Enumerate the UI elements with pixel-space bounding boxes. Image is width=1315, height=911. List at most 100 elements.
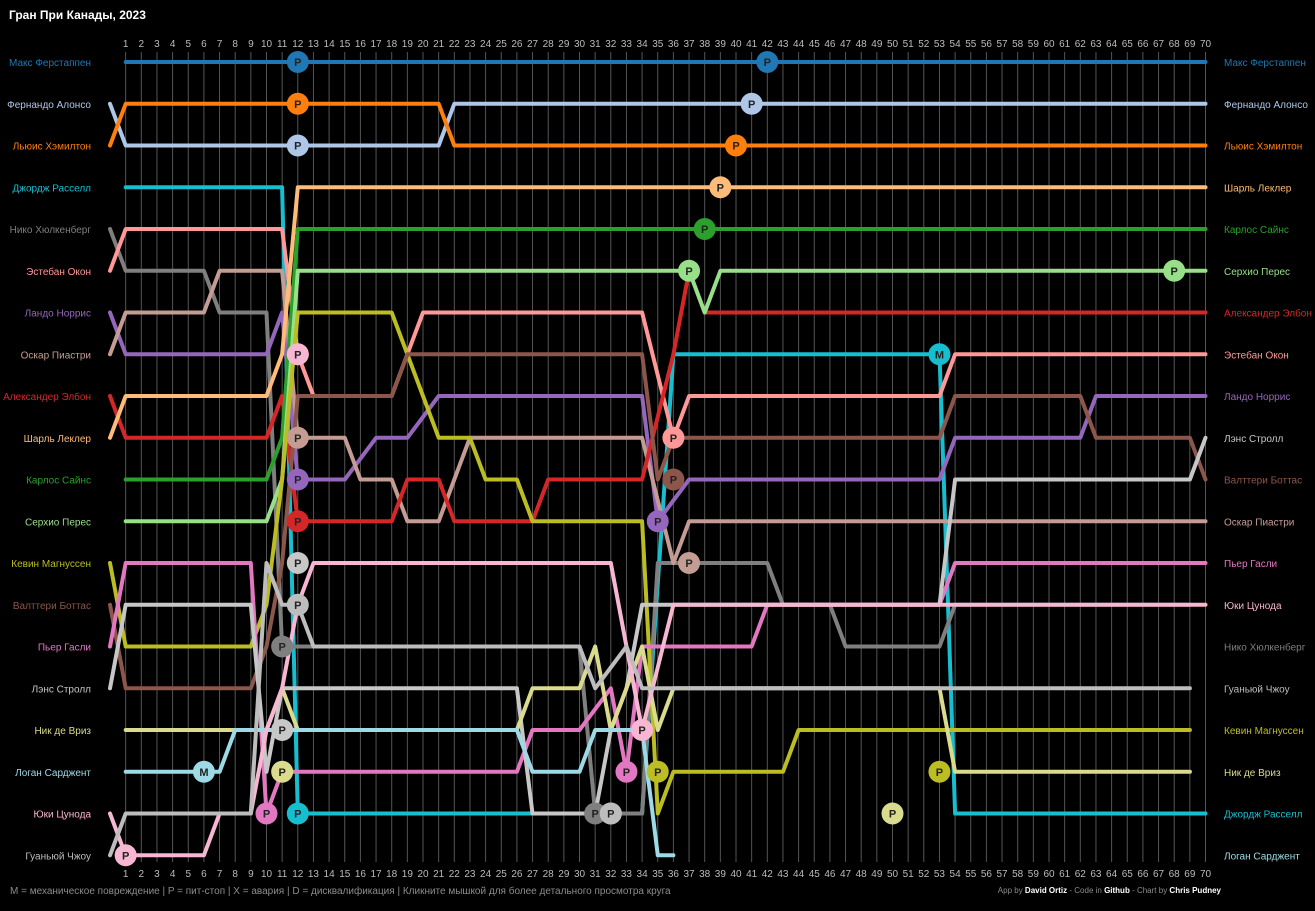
pit-marker-circle bbox=[599, 802, 622, 825]
lap-tick-label-top: 55 bbox=[965, 39, 977, 50]
lap-tick-label-bottom: 54 bbox=[950, 869, 962, 880]
lap-axis-labels: 1122334455667788991010111112121313141415… bbox=[123, 39, 1212, 880]
pit-marker-label: M bbox=[199, 767, 208, 779]
lap-tick-label-top: 57 bbox=[996, 39, 1008, 50]
lap-tick-label-top: 3 bbox=[154, 39, 160, 50]
lap-tick-label-bottom: 13 bbox=[308, 869, 320, 880]
pit-stop-marker[interactable]: P bbox=[286, 802, 309, 825]
start-driver-label: Лэнс Стролл bbox=[32, 684, 92, 695]
driver-line[interactable] bbox=[108, 310, 1208, 524]
driver-line[interactable] bbox=[108, 227, 1192, 816]
lap-tick-label-top: 11 bbox=[277, 39, 288, 50]
pit-stop-marker[interactable]: M bbox=[192, 760, 215, 783]
driver-position-lines[interactable] bbox=[108, 60, 1208, 858]
pit-marker-label: P bbox=[278, 725, 285, 737]
pit-marker-label: P bbox=[654, 516, 661, 528]
race-position-chart[interactable]: 1122334455667788991010111112121313141415… bbox=[0, 0, 1315, 880]
lap-tick-label-bottom: 41 bbox=[746, 869, 758, 880]
lap-tick-label-top: 24 bbox=[480, 39, 492, 50]
credit-chart-author-link[interactable]: Chris Pudney bbox=[1169, 886, 1221, 895]
pit-stop-marker[interactable]: P bbox=[662, 426, 685, 449]
lap-tick-label-top: 10 bbox=[261, 39, 273, 50]
pit-stop-marker[interactable]: P bbox=[756, 51, 779, 73]
credit-repo-link[interactable]: Github bbox=[1104, 886, 1130, 895]
pit-stop-marker[interactable]: P bbox=[286, 552, 309, 574]
lap-tick-label-bottom: 68 bbox=[1169, 869, 1181, 880]
start-driver-label: Гуаньюй Чжоу bbox=[25, 851, 91, 862]
pit-stop-marker[interactable]: P bbox=[615, 760, 638, 783]
lap-tick-label-bottom: 39 bbox=[715, 869, 727, 880]
lap-tick-label-bottom: 55 bbox=[965, 869, 977, 880]
driver-line[interactable] bbox=[123, 227, 1208, 482]
driver-line[interactable] bbox=[108, 268, 1208, 565]
pit-stop-marker[interactable]: P bbox=[709, 176, 732, 199]
lap-tick-label-top: 42 bbox=[762, 39, 774, 50]
lap-tick-label-top: 20 bbox=[417, 39, 429, 50]
lap-tick-label-top: 12 bbox=[292, 39, 304, 50]
finish-driver-label: Оскар Пиастри bbox=[1224, 517, 1294, 528]
pit-stop-marker[interactable]: P bbox=[286, 343, 309, 366]
lap-tick-label-top: 2 bbox=[139, 39, 145, 50]
lap-tick-label-bottom: 65 bbox=[1122, 869, 1134, 880]
lap-tick-label-top: 13 bbox=[308, 39, 320, 50]
pit-stop-marker[interactable]: P bbox=[662, 468, 685, 491]
pit-marker-label: P bbox=[670, 475, 677, 487]
pit-stop-marker[interactable]: P bbox=[646, 760, 669, 783]
pit-marker-circle bbox=[928, 343, 951, 366]
pit-marker-label: P bbox=[294, 349, 301, 361]
pit-stop-marker[interactable]: P bbox=[286, 426, 309, 449]
pit-marker-circle bbox=[286, 134, 309, 157]
pit-stop-marker[interactable]: M bbox=[928, 343, 951, 366]
pit-stop-marker[interactable]: P bbox=[1163, 259, 1186, 282]
pit-stop-marker[interactable]: P bbox=[881, 802, 904, 825]
start-driver-label: Юки Цунода bbox=[34, 810, 92, 821]
lap-tick-label-bottom: 7 bbox=[217, 869, 223, 880]
pit-stop-marker[interactable]: P bbox=[599, 802, 622, 825]
pit-marker-circle bbox=[631, 719, 654, 741]
start-driver-label: Шарль Леклер bbox=[24, 434, 92, 445]
driver-line[interactable] bbox=[108, 227, 1208, 440]
lap-tick-label-top: 52 bbox=[918, 39, 930, 50]
lap-tick-label-bottom: 32 bbox=[605, 869, 617, 880]
pit-marker-label: P bbox=[591, 809, 598, 821]
lap-tick-label-bottom: 26 bbox=[511, 869, 523, 880]
finish-driver-label: Льюис Хэмилтон bbox=[1224, 142, 1302, 153]
pit-stop-marker[interactable]: P bbox=[725, 134, 747, 157]
pit-stop-marker[interactable]: P bbox=[678, 552, 701, 574]
pit-stop-marker[interactable]: P bbox=[286, 51, 309, 73]
pit-stop-marker[interactable]: P bbox=[286, 510, 309, 533]
pit-stop-marker[interactable]: P bbox=[286, 92, 309, 115]
pit-stop-marker[interactable]: P bbox=[631, 719, 654, 741]
pit-stop-marker[interactable]: P bbox=[286, 593, 309, 616]
pit-stop-marker[interactable]: P bbox=[678, 259, 701, 282]
pit-marker-circle bbox=[192, 760, 215, 783]
pit-stop-marker[interactable]: P bbox=[286, 468, 309, 491]
pit-stop-marker[interactable]: P bbox=[271, 719, 294, 741]
pit-stop-marker[interactable]: P bbox=[740, 92, 763, 115]
driver-line[interactable] bbox=[108, 185, 1208, 440]
pit-stop-marker[interactable]: P bbox=[114, 844, 137, 867]
pit-stop-marker[interactable]: P bbox=[255, 802, 278, 825]
pit-stop-marker[interactable]: P bbox=[271, 760, 294, 783]
lap-tick-label-bottom: 5 bbox=[185, 869, 191, 880]
credit-author-link[interactable]: David Ortiz bbox=[1024, 886, 1068, 895]
pit-marker-label: P bbox=[654, 767, 661, 779]
driver-line[interactable] bbox=[108, 101, 1208, 148]
lap-tick-label-bottom: 38 bbox=[699, 869, 711, 880]
driver-line[interactable] bbox=[108, 310, 1192, 816]
pit-stop-marker[interactable]: P bbox=[646, 510, 669, 533]
pit-stop-marker[interactable]: P bbox=[271, 635, 294, 658]
finish-driver-label: Серхио Перес bbox=[1224, 267, 1290, 278]
pit-stop-marker[interactable]: P bbox=[928, 760, 951, 783]
lap-tick-label-bottom: 1 bbox=[123, 869, 129, 880]
pit-stop-marker[interactable]: P bbox=[286, 134, 309, 157]
driver-line[interactable] bbox=[108, 561, 1192, 858]
pit-marker-label: P bbox=[294, 600, 301, 612]
driver-line[interactable] bbox=[108, 101, 1208, 148]
pit-stop-marker[interactable]: P bbox=[584, 802, 607, 825]
start-driver-label: Фернандо Алонсо bbox=[7, 100, 91, 111]
driver-line[interactable] bbox=[123, 268, 1208, 524]
pit-stop-marker[interactable]: P bbox=[693, 218, 716, 240]
event-markers[interactable]: PPPPPPPMPPPPPPPPPPPPPPPPPPPPPPPMPPPPP bbox=[114, 51, 1186, 867]
pit-marker-circle bbox=[881, 802, 904, 825]
